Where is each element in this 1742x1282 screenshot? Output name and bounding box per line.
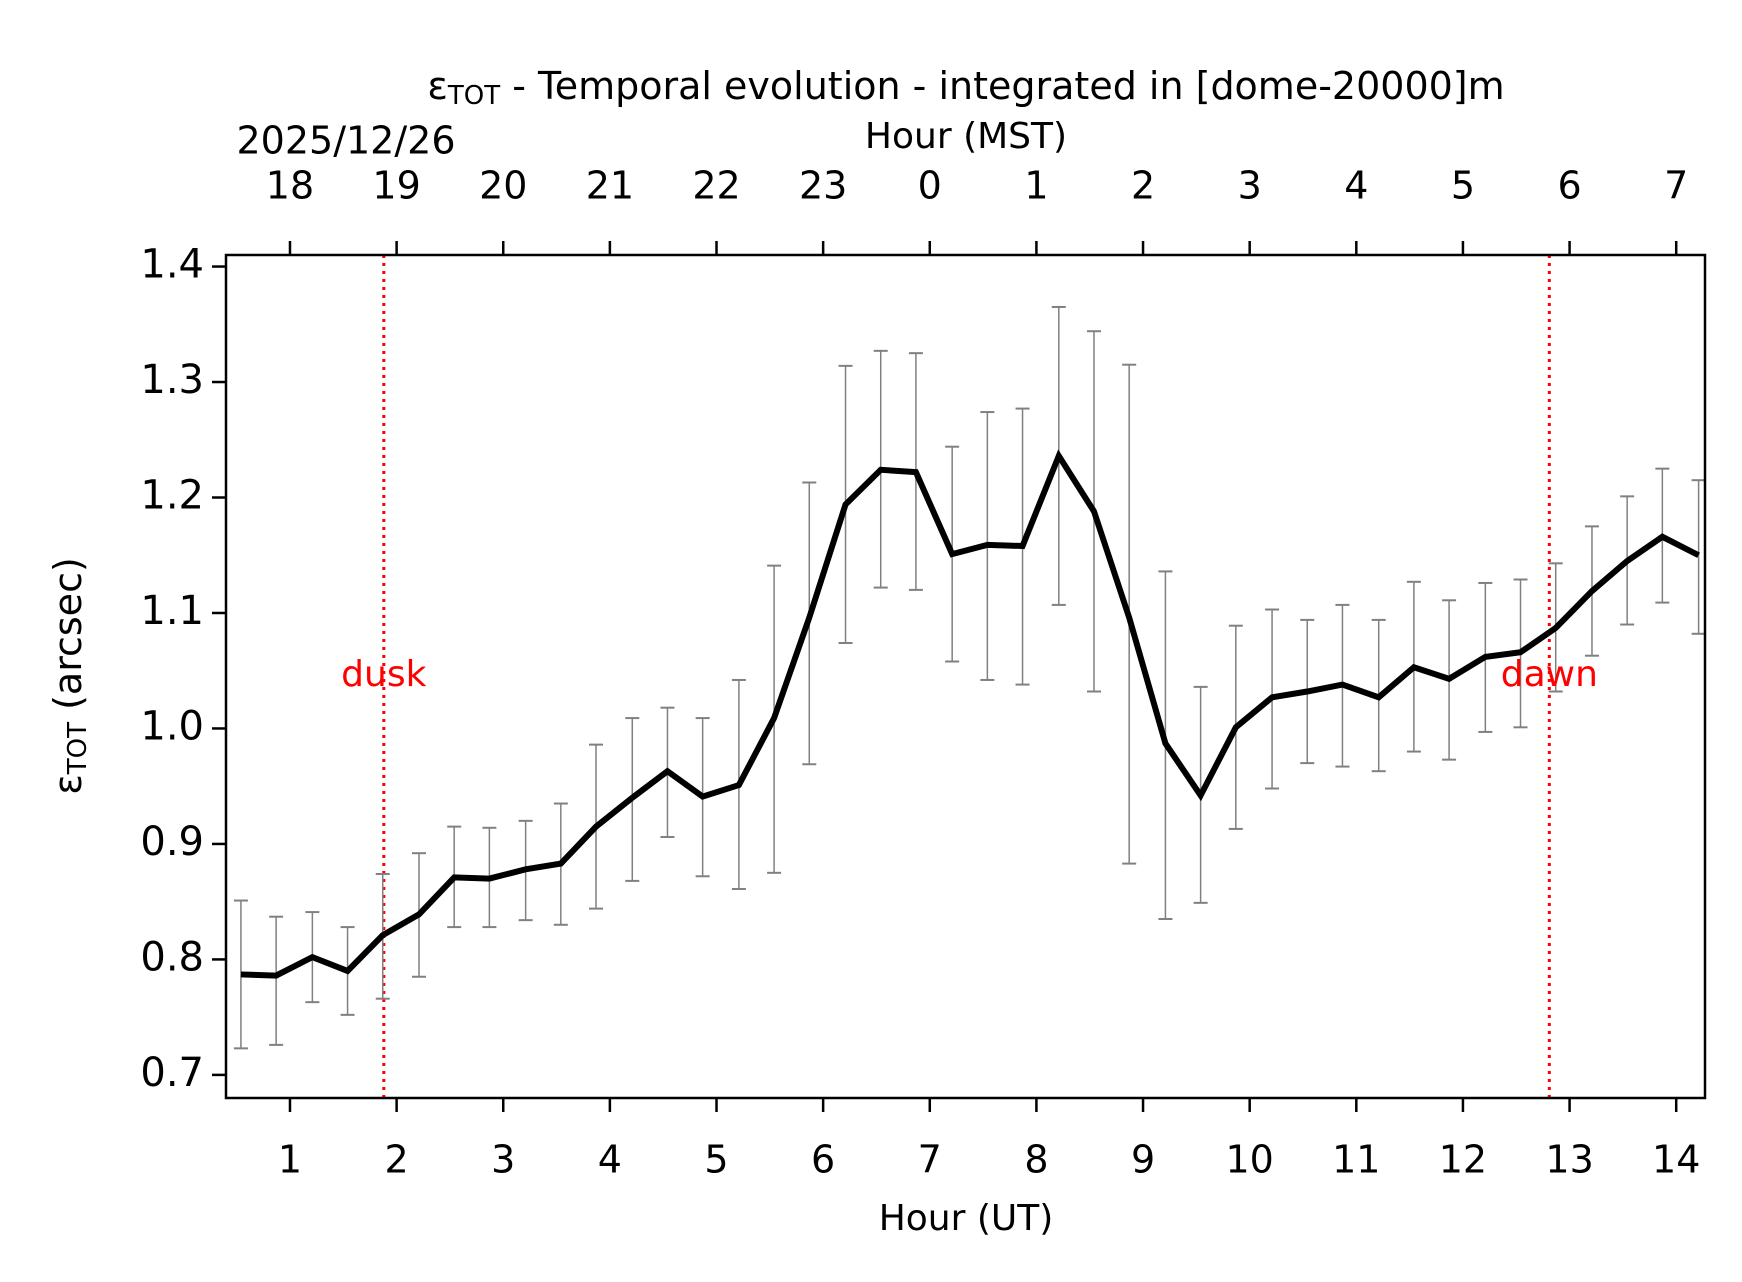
annotation-label: dawn — [1501, 654, 1598, 695]
y-tick-label: 0.9 — [140, 819, 204, 865]
y-tick-label: 0.7 — [140, 1050, 204, 1096]
y-tick-label: 1.2 — [140, 473, 204, 519]
y-tick-label: 0.8 — [140, 934, 204, 980]
title-text: - Temporal evolution - integrated in [do… — [500, 64, 1505, 108]
x-tick-label: 2 — [385, 1138, 409, 1182]
y-tick-label: 1.3 — [140, 357, 204, 403]
y-tick-label: 1.0 — [140, 703, 204, 749]
y-tick-label: 1.1 — [140, 588, 204, 634]
x2-tick-label: 22 — [692, 164, 740, 208]
x-tick-label: 3 — [491, 1138, 515, 1182]
annotation-label: dusk — [341, 654, 426, 695]
x2-tick-label: 18 — [266, 164, 314, 208]
data-line — [240, 449, 1700, 979]
x2-tick-label: 23 — [799, 164, 847, 208]
x2-tick-label: 1 — [1024, 164, 1048, 208]
x-tick-label: 10 — [1225, 1138, 1273, 1182]
y-axis-label: εTOT (arcsec) — [46, 557, 93, 795]
x2-axis-label: Hour (MST) — [865, 116, 1067, 157]
x-tick-label: 8 — [1024, 1138, 1048, 1182]
x-tick-label: 9 — [1131, 1138, 1155, 1182]
title-symbol: ε — [427, 64, 448, 108]
y-tick-label: 1.4 — [140, 242, 204, 288]
x2-tick-label: 2 — [1131, 164, 1155, 208]
x2-tick-label: 21 — [586, 164, 634, 208]
x-tick-label: 12 — [1439, 1138, 1487, 1182]
x2-tick-label: 4 — [1344, 164, 1368, 208]
ylabel-subscript: TOT — [63, 722, 93, 775]
x2-tick-label: 19 — [372, 164, 420, 208]
x-axis-label: Hour (UT) — [879, 1198, 1054, 1239]
ylabel-symbol: ε — [46, 774, 90, 795]
x-tick-label: 5 — [704, 1138, 728, 1182]
x2-tick-label: 5 — [1451, 164, 1475, 208]
x2-tick-label: 20 — [479, 164, 527, 208]
plot-area — [233, 255, 1705, 1098]
title-subscript: TOT — [447, 81, 500, 111]
date-label: 2025/12/26 — [236, 119, 455, 163]
error-bar — [1691, 479, 1705, 635]
x2-tick-label: 6 — [1557, 164, 1581, 208]
x-tick-label: 1 — [278, 1138, 302, 1182]
error-bar — [269, 915, 284, 1046]
chart-title: εTOT - Temporal evolution - integrated i… — [427, 64, 1504, 111]
x-tick-label: 11 — [1332, 1138, 1380, 1182]
x-tick-label: 7 — [918, 1138, 942, 1182]
x2-tick-label: 0 — [918, 164, 942, 208]
x2-tick-label: 3 — [1238, 164, 1262, 208]
x-tick-label: 14 — [1652, 1138, 1700, 1182]
x-tick-label: 6 — [811, 1138, 835, 1182]
x-tick-label: 4 — [598, 1138, 622, 1182]
x2-tick-label: 7 — [1664, 164, 1688, 208]
x-tick-label: 13 — [1545, 1138, 1593, 1182]
ylabel-text: (arcsec) — [46, 557, 90, 722]
plot-frame — [224, 253, 1707, 1100]
